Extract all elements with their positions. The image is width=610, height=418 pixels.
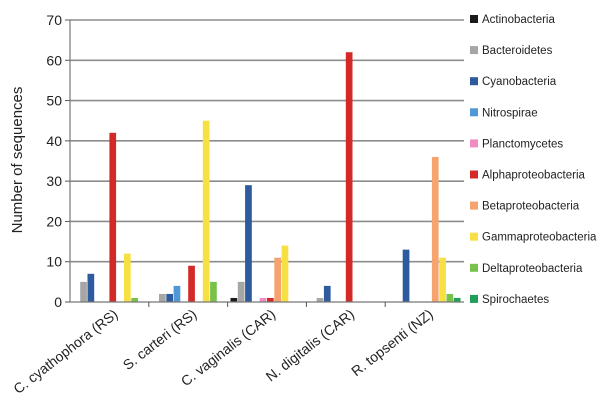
bar <box>431 156 439 302</box>
legend-label: Cyanobacteria <box>482 76 557 88</box>
bar <box>345 52 353 302</box>
legend-item: Cyanobacteria <box>470 76 557 88</box>
legend-label: Planctomycetes <box>482 138 563 150</box>
y-axis-label: Number of sequences <box>9 87 26 234</box>
legend-swatch <box>470 201 478 210</box>
legend: Actinobacteria Bacteroidetes Cyanobacteria… <box>470 14 597 306</box>
bar <box>316 297 324 302</box>
bar <box>245 185 252 302</box>
bar <box>259 297 267 302</box>
legend-swatch <box>470 46 478 55</box>
legend-item: Actinobacteria <box>470 14 555 26</box>
legend-swatch <box>470 77 478 86</box>
x-tick-label: C. cyathophora (RS) <box>10 306 120 397</box>
legend-swatch <box>470 170 478 179</box>
legend-swatch <box>470 15 478 23</box>
legend-item: Bacteroidetes <box>470 45 553 57</box>
legend-label: Betaproteobacteria <box>482 201 580 213</box>
bar <box>173 285 181 302</box>
bar <box>237 281 245 302</box>
legend-label: Gammaproteobacteria <box>482 232 597 244</box>
bar <box>439 257 446 302</box>
bar <box>109 132 117 302</box>
bar <box>80 281 87 302</box>
legend-swatch <box>470 263 478 272</box>
y-tick-label: 30 <box>46 173 62 189</box>
legend-item: Nitrospirae <box>470 107 538 119</box>
legend-swatch <box>470 232 478 241</box>
y-tick-label: 40 <box>46 133 62 149</box>
bar <box>87 273 95 302</box>
legend-swatch <box>470 294 478 303</box>
bar <box>210 281 217 302</box>
legend-item: Planctomycetes <box>470 138 563 150</box>
y-tick-label: 0 <box>54 294 62 310</box>
y-tick-label: 70 <box>46 12 62 28</box>
bar <box>166 293 173 302</box>
bar <box>267 297 274 302</box>
legend-label: Alphaproteobacteria <box>482 170 586 182</box>
bar <box>188 265 195 302</box>
legend-label: Nitrospirae <box>482 107 538 119</box>
legend-label: Actinobacteria <box>482 14 555 26</box>
bar <box>124 253 131 302</box>
bar <box>230 297 238 302</box>
y-axis-ticks: 0 10 20 30 40 50 60 70 <box>46 12 70 310</box>
bar <box>323 285 331 302</box>
bar <box>159 293 166 302</box>
x-axis-ticks: C. cyathophora (RS) S. carteri (RS)C. vag… <box>10 302 436 397</box>
legend-item: Alphaproteobacteria <box>470 170 586 182</box>
legend-label: Bacteroidetes <box>482 45 553 57</box>
x-tick-label: R. topsenti (NZ) <box>348 306 436 379</box>
bar <box>131 297 138 302</box>
bar <box>446 293 454 302</box>
legend-swatch <box>470 139 478 148</box>
legend-swatch <box>470 108 478 117</box>
legend-item: Spirochaetes <box>470 294 549 306</box>
bar <box>281 245 289 302</box>
legend-item: Deltaproteobacteria <box>470 263 583 275</box>
y-tick-label: 60 <box>46 52 62 68</box>
bar <box>202 120 210 302</box>
legend-item: Gammaproteobacteria <box>470 232 597 244</box>
x-tick-label: S. carteri (RS) <box>120 306 200 373</box>
legend-label: Deltaproteobacteria <box>482 263 583 275</box>
grid-lines <box>70 19 464 263</box>
y-tick-label: 10 <box>46 254 62 270</box>
bars <box>80 52 461 302</box>
y-tick-label: 20 <box>46 213 62 229</box>
legend-label: Spirochaetes <box>482 294 549 306</box>
axes <box>69 20 464 303</box>
legend-item: Betaproteobacteria <box>470 201 580 213</box>
y-tick-label: 50 <box>46 93 62 109</box>
bar <box>274 257 281 302</box>
bar <box>453 297 461 302</box>
bar <box>402 249 410 302</box>
